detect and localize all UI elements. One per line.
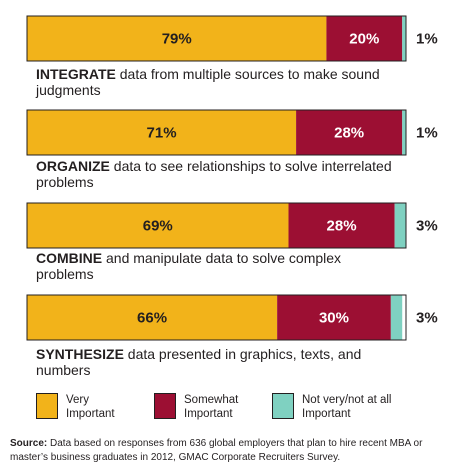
bar-segment-4-1 (27, 295, 278, 340)
legend-label-very-important: Very Important (66, 394, 115, 420)
bar-segment-3-1 (27, 203, 289, 248)
category-description: data presented in graphics, texts, and n… (36, 346, 362, 378)
value-label-3-2: 28% (327, 218, 357, 235)
category-keyword: SYNTHESIZE (36, 346, 124, 362)
source-label: Source: (10, 438, 48, 449)
bar-segment-1-2 (326, 16, 403, 61)
category-keyword: COMBINE (36, 250, 103, 266)
bar-outline-1 (26, 15, 407, 62)
bar-segment-2-1 (27, 110, 297, 155)
value-label-4-2: 30% (319, 310, 349, 327)
legend-label-not-important: Not very/not at all Important (302, 394, 392, 420)
value-label-4-3: 3% (416, 310, 438, 327)
category-label-synthesize: SYNTHESIZE data presented in graphics, t… (36, 346, 396, 378)
bar-outline-2 (26, 109, 407, 156)
category-description: data from multiple sources to make sound… (36, 66, 380, 98)
value-label-2-1: 71% (147, 125, 177, 142)
bar-outline-4 (26, 294, 407, 341)
category-label-integrate: INTEGRATE data from multiple sources to … (36, 66, 396, 98)
value-label-4-1: 66% (137, 310, 167, 327)
bar-segment-2-2 (296, 110, 403, 155)
source-text: Data based on responses from 636 global … (10, 438, 423, 463)
value-label-1-3: 1% (416, 31, 438, 48)
bar-segment-4-2 (277, 295, 391, 340)
bar-segment-1-1 (27, 16, 327, 61)
category-keyword: INTEGRATE (36, 66, 116, 82)
bar-segment-3-2 (288, 203, 395, 248)
category-description: and manipulate data to solve complex pro… (36, 250, 342, 282)
category-keyword: ORGANIZE (36, 158, 110, 174)
category-description: data to see relationships to solve inter… (36, 158, 392, 190)
bar-segment-1-3 (402, 16, 406, 61)
source-note: Source: Data based on responses from 636… (10, 437, 445, 465)
bar-segment-4-3 (390, 295, 403, 340)
bar-segment-3-3 (394, 203, 406, 248)
value-label-3-3: 3% (416, 218, 438, 235)
legend-swatch-not-important (272, 393, 294, 419)
value-label-2-2: 28% (334, 125, 364, 142)
value-label-3-1: 69% (143, 218, 173, 235)
bar-outline-3 (26, 202, 407, 249)
value-label-1-2: 20% (349, 31, 379, 48)
bar-segment-2-3 (402, 110, 406, 155)
legend-label-somewhat-important: Somewhat Important (184, 394, 239, 420)
category-label-combine: COMBINE and manipulate data to solve com… (36, 250, 396, 282)
value-label-2-3: 1% (416, 125, 438, 142)
legend-swatch-very-important (36, 393, 58, 419)
value-label-1-1: 79% (162, 31, 192, 48)
category-label-organize: ORGANIZE data to see relationships to so… (36, 158, 396, 190)
legend-swatch-somewhat-important (154, 393, 176, 419)
